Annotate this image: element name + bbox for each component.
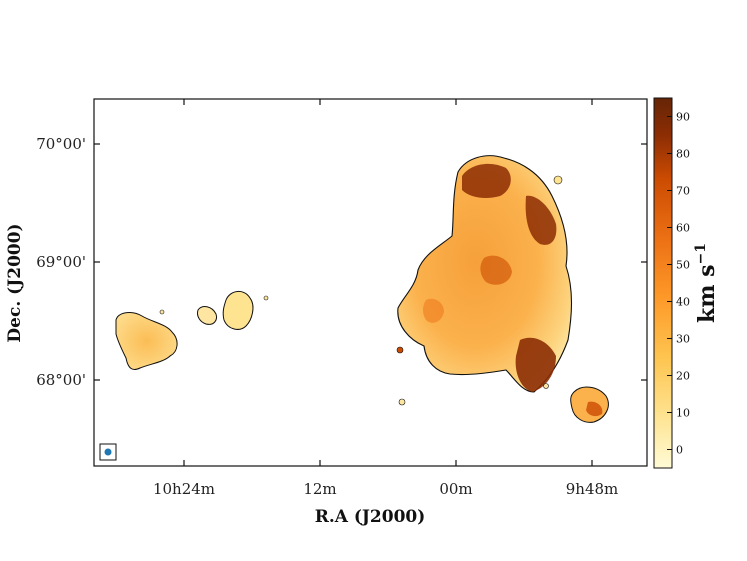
y-tick-label: 70°00' [36, 135, 86, 153]
y-tick-label: 68°00' [36, 371, 86, 389]
colorbar-tick-label: 90 [676, 111, 690, 124]
colorbar-tick-label: 60 [676, 222, 690, 235]
emission-region-ngc3077 [115, 312, 178, 371]
x-axis-label: R.A (J2000) [315, 507, 426, 527]
colorbar-tick-label: 40 [676, 296, 690, 309]
emission-speck [543, 383, 549, 389]
colorbar-tick-label: 70 [676, 185, 690, 198]
colorbar-ticks: 0 10 20 30 40 50 60 70 80 90 [667, 111, 690, 457]
x-tick-label: 9h48m [566, 480, 619, 498]
emission-region-m82-east [222, 291, 254, 330]
y-axis-label: Dec. (J2000) [5, 223, 25, 342]
y-tick-label: 69°00' [36, 253, 86, 271]
colorbar-tick-label: 80 [676, 148, 690, 161]
emission-speck [396, 346, 404, 354]
y-axis-ticks: 70°00' 69°00' 68°00' [36, 135, 647, 389]
colorbar-title-exponent: −1 [693, 243, 709, 264]
colorbar: 0 10 20 30 40 50 60 70 80 90 km s−1 [653, 97, 720, 469]
colorbar-tick-label: 50 [676, 259, 690, 272]
high-velocity-patch-east [525, 195, 557, 245]
high-velocity-patch-north [462, 163, 511, 198]
x-tick-label: 10h24m [153, 480, 215, 498]
emission-speck [553, 175, 563, 185]
colorbar-title-base: km s [694, 264, 720, 323]
x-tick-label: 00m [439, 480, 472, 498]
colorbar-tick-label: 10 [676, 407, 690, 420]
emission-region-m82-west [197, 306, 217, 325]
colorbar-tick-label: 30 [676, 333, 690, 346]
emission-speck [263, 295, 269, 301]
beam-marker [104, 448, 112, 456]
high-velocity-patch-holmberg-ix [586, 401, 603, 417]
high-velocity-patch-south [515, 337, 556, 392]
x-axis-ticks: 10h24m 12m 00m 9h48m [153, 99, 618, 498]
colorbar-title: km s−1 [693, 243, 720, 323]
x-tick-label: 12m [303, 480, 336, 498]
emission-speck [159, 309, 165, 315]
mid-velocity-patch-west [423, 298, 444, 323]
colorbar-tick-label: 0 [676, 444, 683, 457]
mid-velocity-patch-center [480, 255, 512, 285]
emission-speck [398, 398, 406, 406]
plot-area: 10h24m 12m 00m 9h48m 70°00' 69°00' 68°00' [36, 98, 648, 498]
colorbar-tick-label: 20 [676, 370, 690, 383]
beam-box [99, 443, 117, 461]
